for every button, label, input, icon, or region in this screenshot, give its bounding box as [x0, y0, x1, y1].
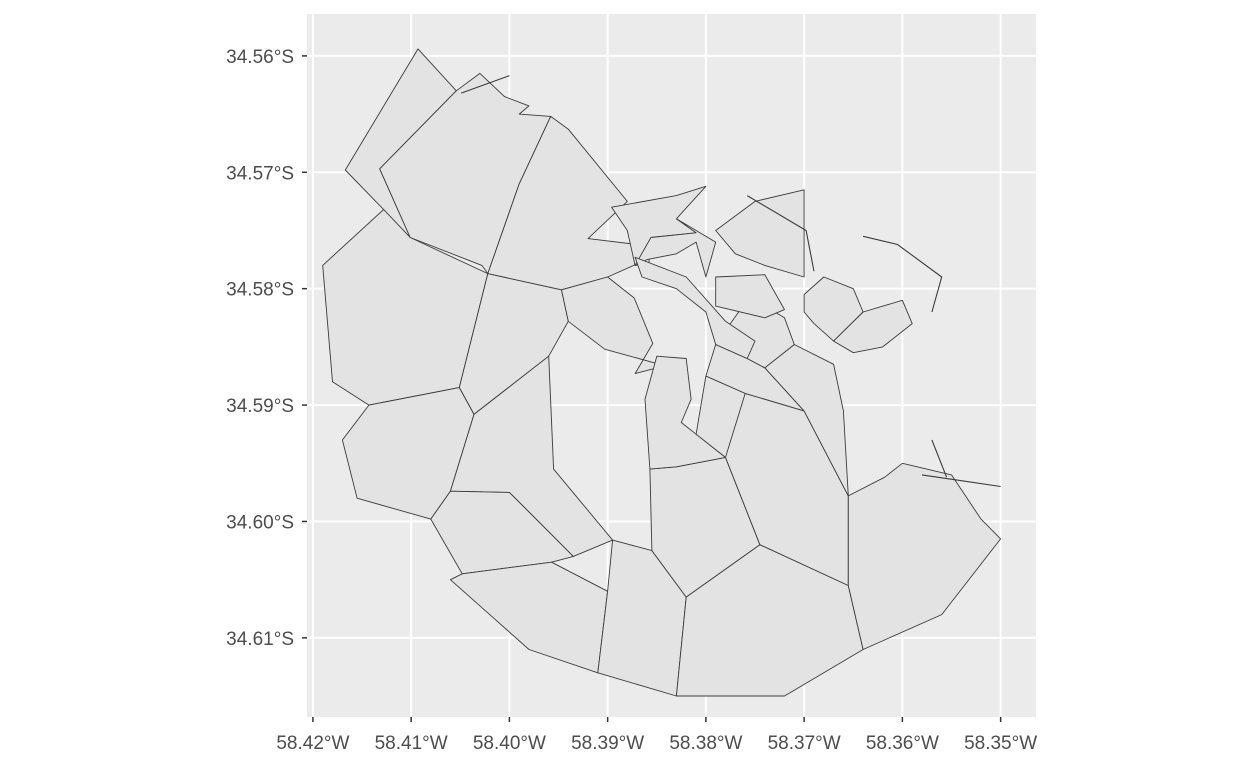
- map-region-22: [634, 218, 717, 278]
- map-region-2: [379, 72, 552, 275]
- coastline-5: [921, 474, 1001, 488]
- x-tick-label: 58.40°W: [473, 733, 546, 754]
- coastline-4: [931, 439, 948, 478]
- x-tick-label: 58.35°W: [964, 733, 1037, 754]
- coastline-2: [746, 195, 815, 272]
- y-tick-label: 34.57°S: [226, 163, 294, 184]
- x-axis: 58.42°W 58.41°W 58.40°W 58.39°W 58.38°W 58.37…: [276, 717, 1037, 754]
- map-region-27: [833, 299, 913, 354]
- y-tick-label: 34.61°S: [226, 629, 294, 650]
- map-region-17: [847, 462, 1002, 650]
- map-region-6: [561, 276, 682, 375]
- x-tick-label: 58.42°W: [276, 733, 349, 754]
- x-tick-label: 58.37°W: [768, 733, 841, 754]
- x-tick-label: 58.38°W: [669, 733, 742, 754]
- y-tick-label: 34.58°S: [226, 280, 294, 301]
- y-tick-label: 34.56°S: [226, 47, 294, 68]
- map-regions: [322, 48, 1002, 697]
- y-tick-label: 34.59°S: [226, 396, 294, 417]
- y-tick-label: 34.60°S: [226, 512, 294, 533]
- map-region-23: [634, 256, 756, 359]
- coastline-1: [461, 75, 510, 94]
- x-tick-label: 58.39°W: [571, 733, 644, 754]
- map-region-10: [449, 561, 609, 674]
- x-tick-label: 58.41°W: [375, 733, 448, 754]
- map-region-24: [715, 189, 805, 278]
- y-axis: 34.56°S 34.57°S 34.58°S 34.59°S 34.60°S 34.61…: [226, 47, 307, 650]
- x-tick-label: 58.36°W: [866, 733, 939, 754]
- map-region-14: [644, 355, 726, 470]
- coastline-3: [862, 235, 943, 313]
- coastlines: [461, 75, 1001, 488]
- map-region-25: [715, 274, 785, 319]
